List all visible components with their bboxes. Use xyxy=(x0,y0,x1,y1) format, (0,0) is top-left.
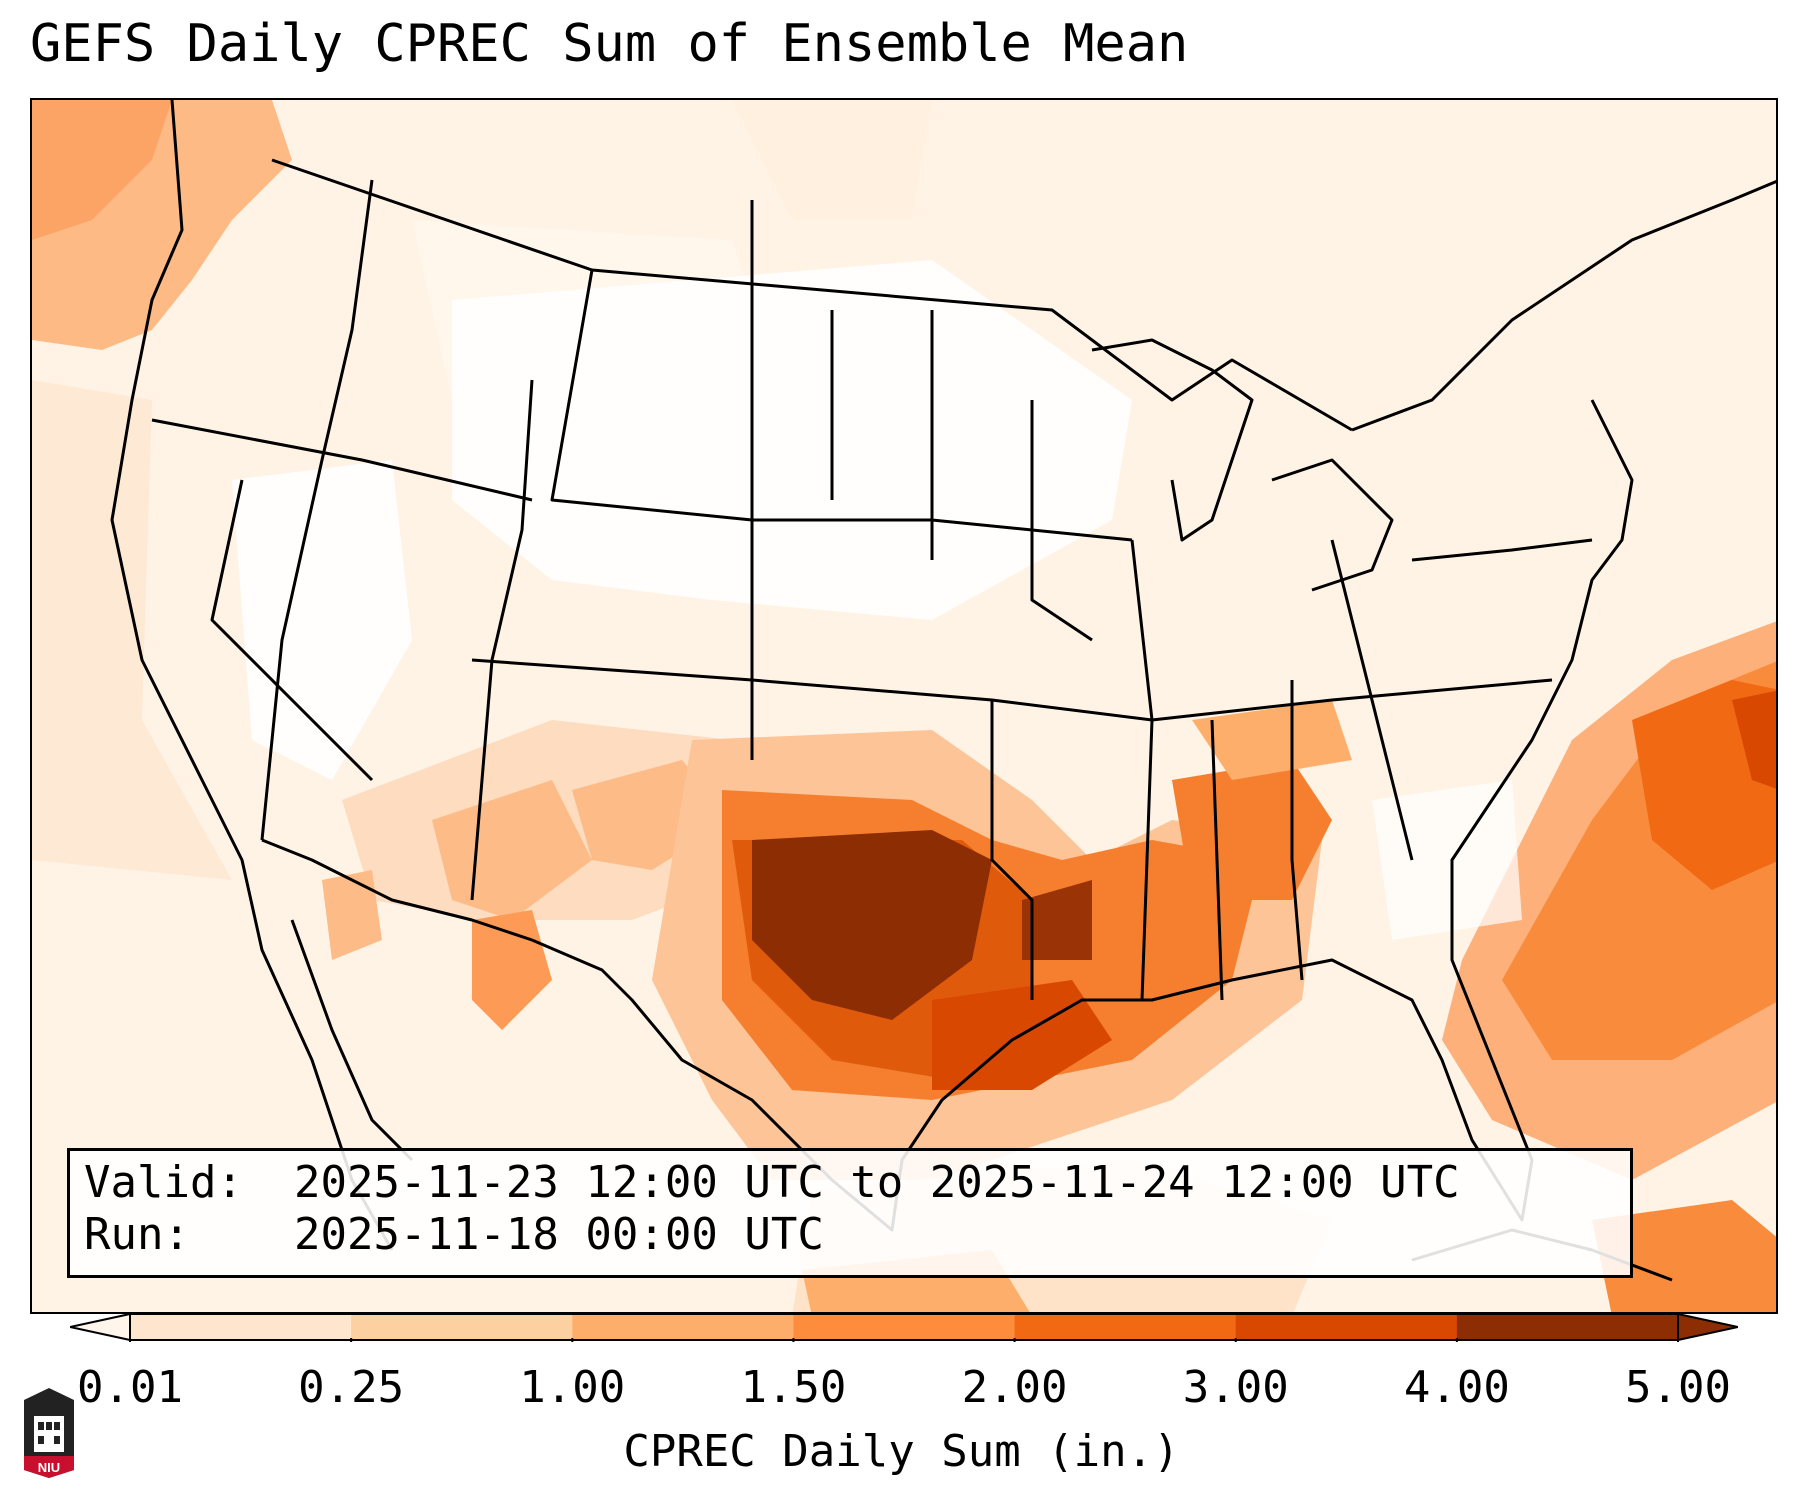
colorbar-segment xyxy=(1235,1314,1458,1340)
valid-run-infobox: Valid: 2025-11-23 12:00 UTC to 2025-11-2… xyxy=(67,1148,1633,1278)
colorbar-segment xyxy=(793,1314,1016,1340)
colorbar-extend-high xyxy=(1677,1312,1738,1342)
colorbar-segment xyxy=(130,1314,352,1340)
map-title: GEFS Daily CPREC Sum of Ensemble Mean xyxy=(30,14,1189,74)
map-borders xyxy=(110,100,1776,1282)
colorbar xyxy=(70,1312,1738,1342)
colorbar-segment xyxy=(572,1314,794,1340)
run-value: 2025-11-18 00:00 UTC xyxy=(294,1209,824,1260)
colorbar-tick-label: 2.00 xyxy=(961,1362,1068,1413)
colorbar-label: CPREC Daily Sum (in.) xyxy=(623,1426,1180,1477)
valid-label: Valid: xyxy=(84,1157,243,1208)
colorbar-tick-label: 0.25 xyxy=(298,1362,405,1413)
colorbar-tick-label: 0.01 xyxy=(77,1362,183,1413)
colorbar-tick-label: 1.00 xyxy=(519,1362,626,1413)
precipitation-map xyxy=(30,98,1778,1314)
colorbar-tick-labels: 0.01 0.25 1.00 1.50 2.00 3.00 4.00 5.00 xyxy=(0,1362,1803,1413)
valid-value: 2025-11-23 12:00 UTC to 2025-11-24 12:00… xyxy=(294,1157,1460,1208)
colorbar-segment xyxy=(1456,1314,1679,1340)
colorbar-ticks xyxy=(129,1338,1679,1342)
colorbar-tick-label: 1.50 xyxy=(740,1362,847,1413)
colorbar-tick-label: 3.00 xyxy=(1182,1362,1289,1413)
colorbar-tick-label: 5.00 xyxy=(1625,1362,1731,1413)
colorbar-segment xyxy=(1014,1314,1237,1340)
niu-logo-icon: NIU xyxy=(24,1388,74,1478)
run-label: Run: xyxy=(84,1209,190,1260)
colorbar-extend-low xyxy=(70,1312,131,1342)
colorbar-tick-label: 4.00 xyxy=(1403,1362,1510,1413)
precip-shading xyxy=(32,100,1776,1312)
colorbar-segment xyxy=(351,1314,573,1340)
colorbar-segments xyxy=(70,1312,1738,1342)
niu-logo-text: NIU xyxy=(38,1460,60,1475)
